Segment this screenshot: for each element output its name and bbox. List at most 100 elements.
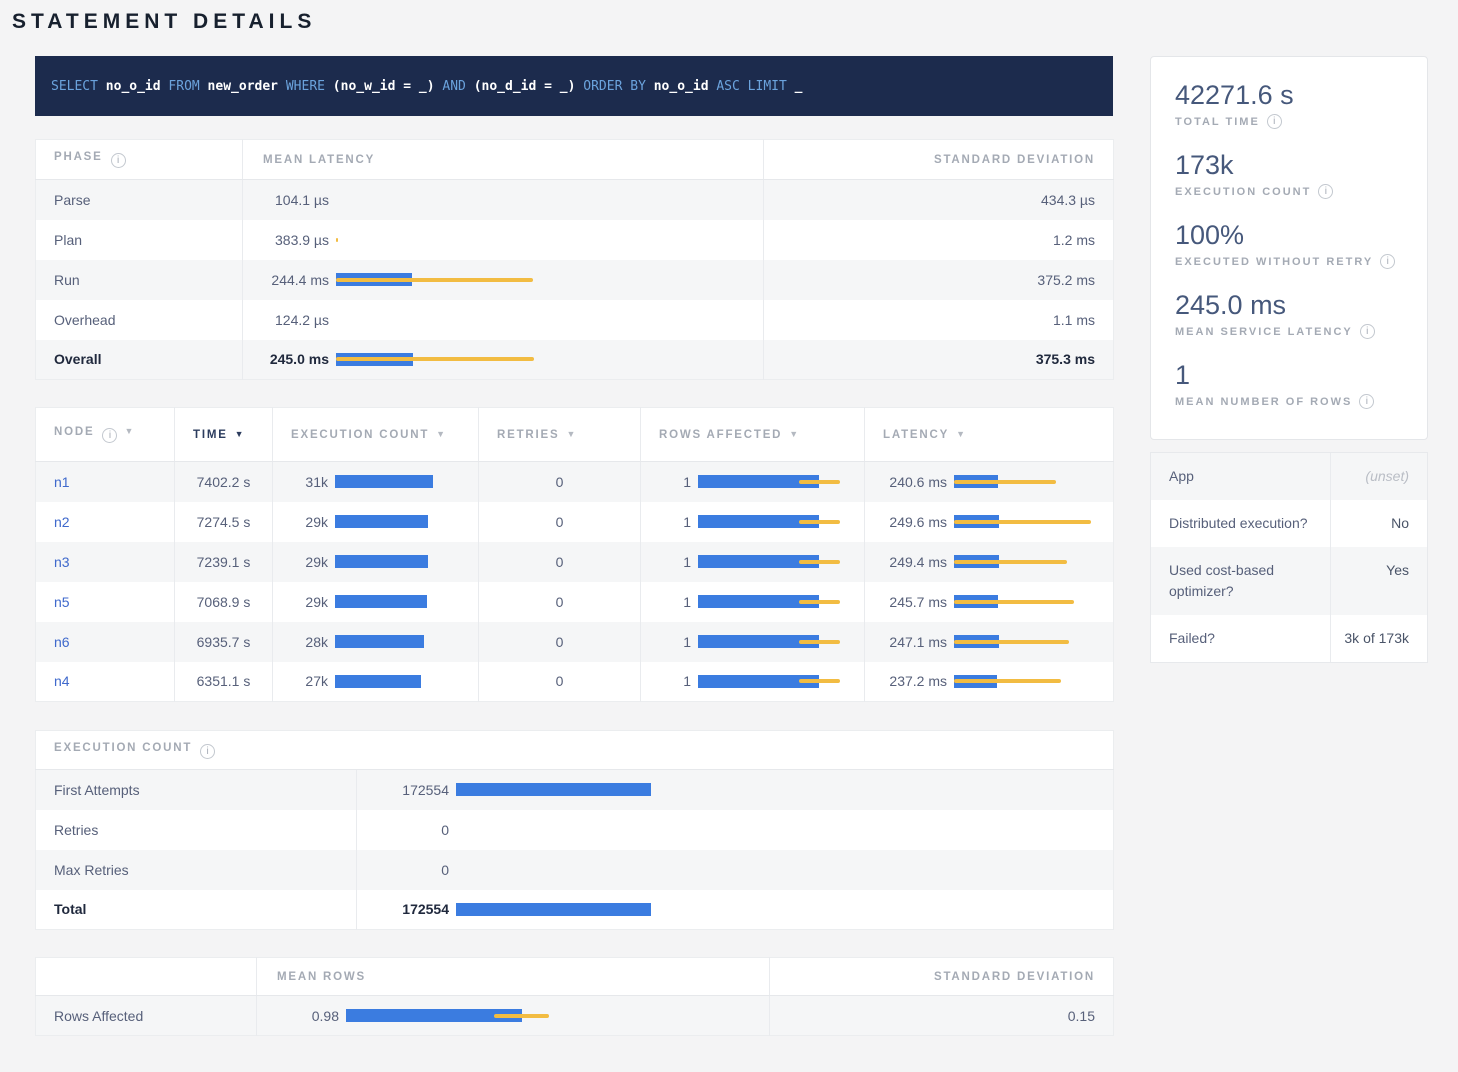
info-icon[interactable]: i [1318,184,1333,199]
bar-cell: 1 [641,633,864,650]
sql-keyword: FROM [161,79,200,94]
sql-keyword: SELECT [51,79,98,94]
rows-affected-value: 1 [641,554,691,570]
bar-chart [456,901,1111,918]
execution-count-cell: 28k [273,622,479,662]
stddev-line [954,679,1061,683]
bar-cell: 249.4 ms [865,553,1113,570]
node-row: n66935.7 s28k01247.1 ms [36,622,1114,662]
execution-count-value: 29k [273,554,328,570]
bar-cell: 245.7 ms [865,593,1113,610]
bar-chart [336,351,536,368]
info-icon[interactable]: i [1267,114,1282,129]
node-link[interactable]: n4 [54,673,70,689]
info-icon[interactable]: i [1380,254,1395,269]
col-header-rows-affected-label: ROWS AFFECTED [659,429,782,441]
sql-statement: SELECT no_o_id FROM new_order WHERE (no_… [51,79,802,94]
col-header-latency-label: LATENCY [883,429,949,441]
stddev-line [799,679,840,683]
sort-arrow-icon: ▼ [436,429,447,439]
col-header-execution-count[interactable]: EXECUTION COUNT▼ [273,408,479,462]
bar-chart [698,593,858,610]
mean-bar [335,555,428,568]
bar-chart [954,513,1099,530]
info-icon[interactable]: i [200,744,215,759]
info-icon[interactable]: i [1360,324,1375,339]
node-row: n27274.5 s29k01249.6 ms [36,502,1114,542]
bar-cell: 1 [641,473,864,490]
stddev-line [799,480,840,484]
mean-bar [456,903,651,916]
sql-identifier: no_o_id [646,79,709,94]
summary-stat-value: 42271.6 s [1175,79,1403,111]
mean-latency-value: 124.2 µs [243,312,329,328]
sort-arrow-icon: ▼ [789,429,800,439]
details-value: Yes [1331,547,1427,615]
rows-affected-cell: 1 [641,502,865,542]
summary-stat-label-text: EXECUTION COUNT [1175,186,1311,198]
col-header-retries[interactable]: RETRIES▼ [479,408,641,462]
execution-count-label: Total [36,890,357,930]
sql-identifier: no_o_id [98,79,161,94]
execution-count-bar-cell: 172554 [357,890,1114,930]
summary-stat: 1MEAN NUMBER OF ROWSi [1175,359,1403,409]
details-label: Failed? [1151,615,1331,662]
mean-latency-cell: 245.0 ms [243,340,764,380]
mean-latency-cell: 383.9 µs [243,220,764,260]
bar-chart [456,781,1111,798]
col-header-time[interactable]: TIME▼ [175,408,273,462]
retries-cell: 0 [479,582,641,622]
summary-stat-label: MEAN NUMBER OF ROWSi [1175,394,1403,409]
time-cell: 7239.1 s [175,542,273,582]
stddev-line [336,278,533,282]
latency-value: 249.4 ms [865,554,947,570]
latency-cell: 247.1 ms [865,622,1114,662]
summary-stats-card: 42271.6 sTOTAL TIMEi173kEXECUTION COUNTi… [1150,56,1428,440]
statement-details-page: STATEMENT DETAILS SELECT no_o_id FROM ne… [0,10,1458,1036]
node-link[interactable]: n5 [54,594,70,610]
phase-row: Parse104.1 µs434.3 µs [36,180,1114,220]
rows-affected-value: 1 [641,634,691,650]
node-link[interactable]: n6 [54,634,70,650]
node-link[interactable]: n2 [54,514,70,530]
mean-latency-cell: 124.2 µs [243,300,764,340]
rows-affected-value: 1 [641,514,691,530]
node-cell: n4 [36,662,175,702]
bar-chart [335,593,475,610]
rows-affected-value: 1 [641,594,691,610]
col-header-latency[interactable]: LATENCY▼ [865,408,1114,462]
col-header-standard-deviation: STANDARD DEVIATION [770,958,1114,996]
info-icon[interactable]: i [111,153,126,168]
latency-value: 240.6 ms [865,474,947,490]
rows-affected-label: Rows Affected [36,996,257,1036]
col-header-node[interactable]: NODEi▼ [36,408,175,462]
sql-keyword: ASC LIMIT [709,79,787,94]
stddev-line [954,640,1069,644]
bar-chart [954,673,1099,690]
execution-count-value: 28k [273,634,328,650]
details-label: Distributed execution? [1151,500,1331,547]
summary-stat-value: 100% [1175,219,1403,251]
phase-row: Plan383.9 µs1.2 ms [36,220,1114,260]
execution-count-label: Max Retries [36,850,357,890]
info-icon[interactable]: i [102,428,117,443]
execution-count-row: Max Retries0 [36,850,1114,890]
node-link[interactable]: n1 [54,474,70,490]
execution-count-value: 29k [273,594,328,610]
summary-stat: 173kEXECUTION COUNTi [1175,149,1403,199]
node-link[interactable]: n3 [54,554,70,570]
node-row: n57068.9 s29k01245.7 ms [36,582,1114,622]
info-icon[interactable]: i [1359,394,1374,409]
main-column: SELECT no_o_id FROM new_order WHERE (no_… [35,56,1113,1036]
mean-bar [335,635,424,648]
col-header-execution-count-title: EXECUTION COUNTi [36,731,1114,770]
col-header-rows-affected[interactable]: ROWS AFFECTED ▼ [641,408,865,462]
mean-rows-cell: 0.98 [257,996,770,1036]
col-header-node-label: NODE [54,426,94,438]
execution-count-row: First Attempts172554 [36,770,1114,810]
stddev-line [954,480,1056,484]
bar-cell: 383.9 µs [243,231,763,248]
rows-affected-cell: 1 [641,462,865,502]
rows-affected-value: 1 [641,474,691,490]
rows-affected-value: 1 [641,673,691,689]
